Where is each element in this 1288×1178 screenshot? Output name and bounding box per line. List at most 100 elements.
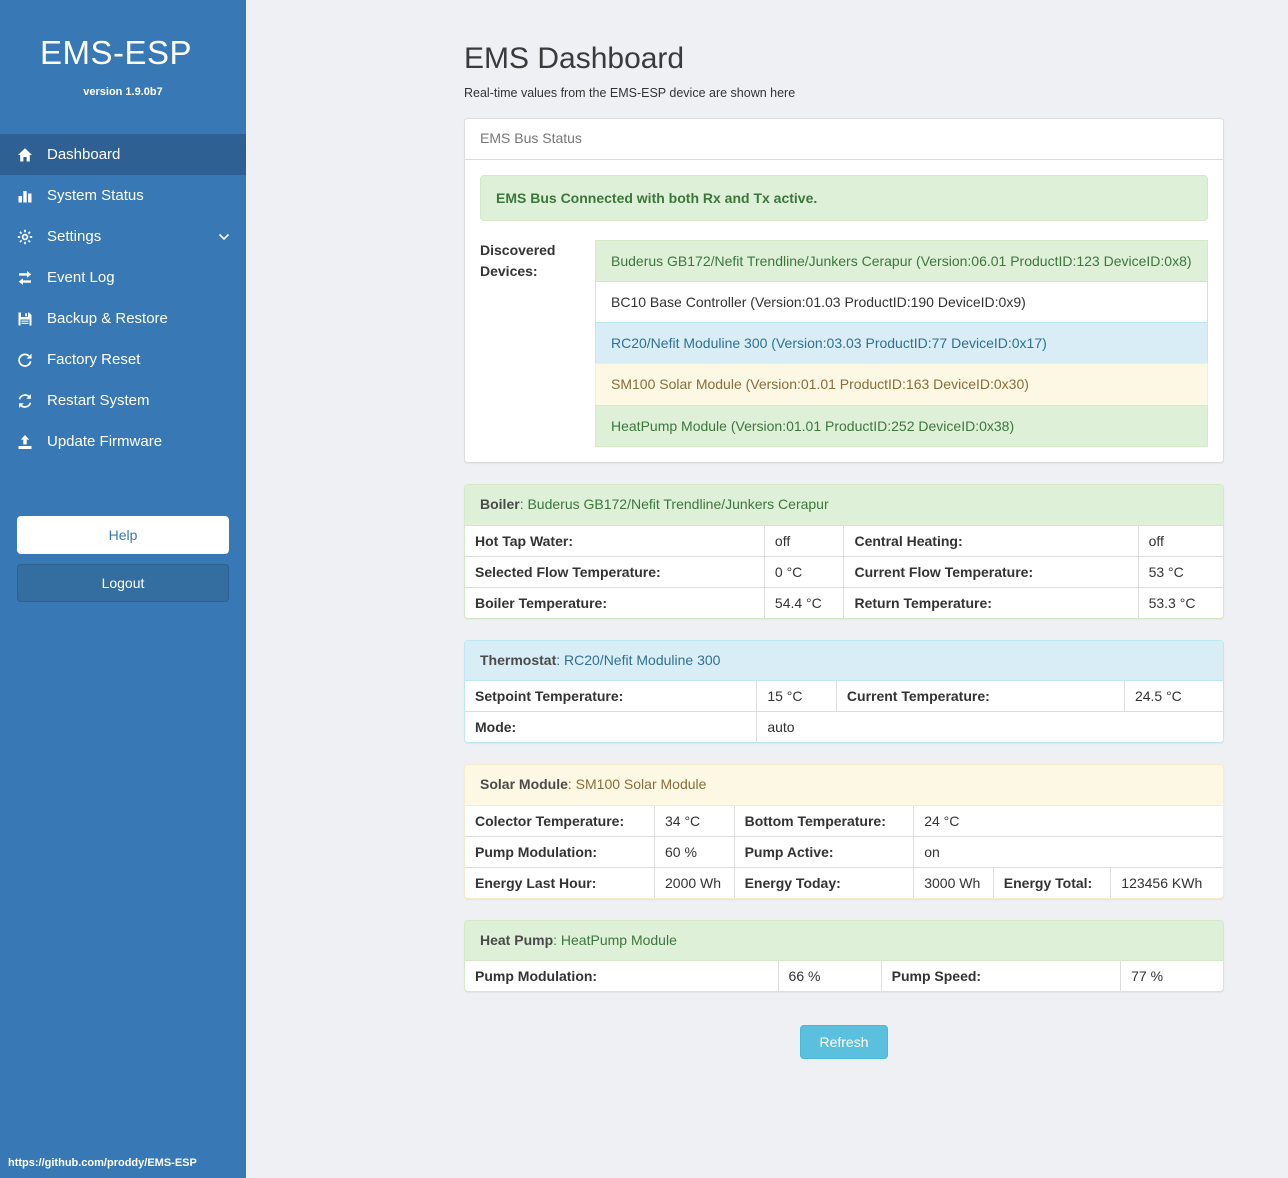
thermostat-panel: Thermostat: RC20/Nefit Moduline 300 Setp… <box>464 639 1224 744</box>
sidebar-item-factory-reset[interactable]: Factory Reset <box>0 339 246 380</box>
upload-icon <box>16 434 34 450</box>
bar-chart-icon <box>16 188 34 204</box>
sidebar-item-label: Event Log <box>47 269 115 286</box>
field-value: on <box>913 835 1223 868</box>
field-value: 34 °C <box>654 805 735 837</box>
app-version: version 1.9.0b7 <box>83 86 163 98</box>
heatpump-device-name: : HeatPump Module <box>553 931 677 948</box>
field-label: Energy Last Hour: <box>465 866 655 898</box>
page-subtitle: Real-time values from the EMS-ESP device… <box>464 86 796 100</box>
field-value: off <box>1137 525 1223 557</box>
reset-icon <box>16 352 34 368</box>
sidebar-item-label: Factory Reset <box>47 351 141 368</box>
field-value: 3000 Wh <box>913 866 994 898</box>
field-value: 66 % <box>777 960 882 992</box>
boiler-panel-title: Boiler: Buderus GB172/Nefit Trendline/Ju… <box>465 485 1223 526</box>
bus-status-panel-title: EMS Bus Status <box>465 119 1223 160</box>
home-icon <box>16 147 34 163</box>
discovered-devices-label: Discovered Devices: <box>480 241 556 279</box>
boiler-table: Hot Tap Water: off Central Heating: off … <box>465 525 1223 618</box>
sidebar-item-event-log[interactable]: Event Log <box>0 257 246 298</box>
sidebar-item-label: Dashboard <box>47 146 121 163</box>
thermostat-panel-title: Thermostat: RC20/Nefit Moduline 300 <box>465 640 1223 682</box>
field-label: Mode: <box>465 711 758 743</box>
bus-status-panel: EMS Bus Status EMS Bus Connected with bo… <box>464 118 1224 464</box>
main-content: EMS Dashboard Real-time values from the … <box>246 0 1288 1099</box>
sidebar-item-update-firmware[interactable]: Update Firmware <box>0 421 246 462</box>
boiler-panel-label: Boiler <box>480 496 520 513</box>
field-label: Selected Flow Temperature: <box>465 555 765 588</box>
floppy-icon <box>16 311 34 327</box>
field-value: 77 % <box>1120 960 1223 992</box>
field-label: Colector Temperature: <box>465 805 655 837</box>
field-value: 123456 KWh <box>1110 866 1223 898</box>
sidebar-item-label: Update Firmware <box>47 433 163 450</box>
solar-device-name: : SM100 Solar Module <box>567 776 707 793</box>
field-value: 2000 Wh <box>654 866 735 898</box>
device-list: Buderus GB172/Nefit Trendline/Junkers Ce… <box>595 239 1208 448</box>
solar-panel-label: Solar Module <box>480 776 568 793</box>
table-row: Selected Flow Temperature: 0 °C Current … <box>465 555 1223 588</box>
heatpump-panel-title: Heat Pump: HeatPump Module <box>465 920 1223 962</box>
device-item: Buderus GB172/Nefit Trendline/Junkers Ce… <box>595 239 1208 282</box>
refresh-button[interactable]: Refresh <box>800 1025 888 1060</box>
field-label: Pump Active: <box>733 835 915 868</box>
logout-button[interactable]: Logout <box>17 564 229 602</box>
field-value: auto <box>756 711 1223 743</box>
field-label: Pump Modulation: <box>465 835 655 868</box>
sidebar-item-settings[interactable]: Settings <box>0 216 246 257</box>
device-item: BC10 Base Controller (Version:01.03 Prod… <box>595 280 1208 324</box>
field-value: 54.4 °C <box>763 586 845 618</box>
sidebar-item-label: Settings <box>47 228 102 245</box>
sidebar-item-system-status[interactable]: System Status <box>0 175 246 216</box>
device-item: SM100 Solar Module (Version:01.01 Produc… <box>595 363 1208 406</box>
field-label: Return Temperature: <box>843 586 1139 618</box>
device-item: RC20/Nefit Moduline 300 (Version:03.03 P… <box>595 322 1208 365</box>
table-row: Hot Tap Water: off Central Heating: off <box>465 525 1223 557</box>
bus-status-alert: EMS Bus Connected with both Rx and Tx ac… <box>480 174 1208 221</box>
thermostat-device-name: : RC20/Nefit Moduline 300 <box>556 651 721 668</box>
app-title: EMS-ESP <box>40 34 193 71</box>
device-item: HeatPump Module (Version:01.01 ProductID… <box>595 404 1208 448</box>
thermostat-panel-label: Thermostat <box>480 651 557 668</box>
field-label: Pump Speed: <box>880 960 1122 992</box>
field-label: Energy Total: <box>992 866 1112 898</box>
exchange-icon <box>16 270 34 286</box>
table-row: Colector Temperature: 34 °C Bottom Tempe… <box>465 805 1223 837</box>
heatpump-panel: Heat Pump: HeatPump Module Pump Modulati… <box>464 919 1224 993</box>
table-row: Pump Modulation: 60 % Pump Active: on <box>465 835 1223 868</box>
field-value: off <box>763 525 845 557</box>
field-value: 60 % <box>654 835 735 868</box>
boiler-device-name: : Buderus GB172/Nefit Trendline/Junkers … <box>519 496 829 513</box>
sidebar: EMS-ESP version 1.9.0b7 Dashboard System… <box>0 0 246 1178</box>
table-row: Pump Modulation: 66 % Pump Speed: 77 % <box>465 960 1223 992</box>
field-value: 53.3 °C <box>1137 586 1223 618</box>
sidebar-item-restart-system[interactable]: Restart System <box>0 380 246 421</box>
field-label: Setpoint Temperature: <box>465 680 758 713</box>
table-row: Mode: auto <box>465 711 1223 743</box>
sidebar-item-label: Restart System <box>47 392 150 409</box>
field-label: Pump Modulation: <box>465 960 779 992</box>
field-label: Central Heating: <box>843 525 1139 557</box>
field-value: 24 °C <box>913 805 1223 837</box>
heatpump-table: Pump Modulation: 66 % Pump Speed: 77 % <box>465 960 1223 992</box>
field-value: 15 °C <box>756 680 837 713</box>
boiler-panel: Boiler: Buderus GB172/Nefit Trendline/Ju… <box>464 484 1224 619</box>
solar-table: Colector Temperature: 34 °C Bottom Tempe… <box>465 805 1223 898</box>
sidebar-item-dashboard[interactable]: Dashboard <box>0 134 246 175</box>
field-value: 0 °C <box>763 555 845 588</box>
field-label: Hot Tap Water: <box>465 525 765 557</box>
solar-panel: Solar Module: SM100 Solar Module Colecto… <box>464 764 1224 899</box>
sidebar-nav: Dashboard System Status Settings Event L… <box>0 134 246 462</box>
solar-panel-title: Solar Module: SM100 Solar Module <box>465 765 1223 806</box>
field-label: Energy Today: <box>733 866 915 898</box>
table-row: Setpoint Temperature: 15 °C Current Temp… <box>465 680 1223 713</box>
table-row: Boiler Temperature: 54.4 °C Return Tempe… <box>465 586 1223 618</box>
sidebar-item-backup-restore[interactable]: Backup & Restore <box>0 298 246 339</box>
help-button[interactable]: Help <box>17 516 229 554</box>
github-link[interactable]: https://github.com/proddy/EMS-ESP <box>8 1157 197 1169</box>
field-label: Bottom Temperature: <box>733 805 915 837</box>
sync-icon <box>16 393 34 409</box>
sidebar-item-label: System Status <box>47 187 144 204</box>
field-label: Boiler Temperature: <box>465 586 765 618</box>
